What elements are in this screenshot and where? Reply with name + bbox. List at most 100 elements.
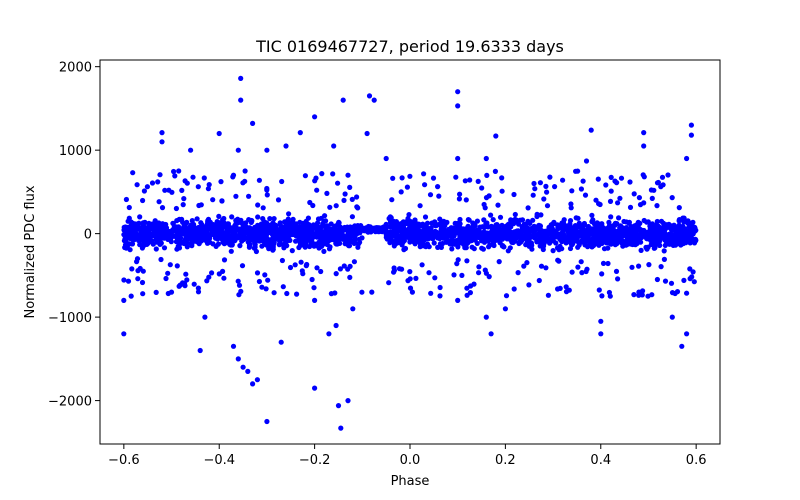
data-point <box>545 292 552 298</box>
data-point <box>173 205 179 212</box>
data-point <box>493 133 499 139</box>
data-point <box>479 185 485 191</box>
data-point <box>246 193 252 199</box>
y-tick-label: −1000 <box>48 311 92 326</box>
data-point <box>303 218 309 224</box>
data-point <box>228 248 234 254</box>
data-point <box>437 284 443 291</box>
data-point <box>422 214 429 220</box>
data-point <box>519 224 526 230</box>
data-point <box>537 236 543 243</box>
data-point <box>219 198 225 204</box>
data-point <box>355 205 361 211</box>
data-point <box>573 232 579 238</box>
data-point <box>264 220 270 226</box>
data-point <box>551 219 557 225</box>
data-point <box>245 368 251 374</box>
data-point <box>153 246 159 252</box>
data-point <box>250 120 256 126</box>
data-point <box>451 272 457 278</box>
data-point <box>489 224 495 230</box>
data-point <box>531 232 538 238</box>
data-point <box>508 217 514 223</box>
data-point <box>162 187 168 193</box>
data-point <box>580 178 586 184</box>
data-point <box>294 291 300 297</box>
data-point <box>271 290 277 296</box>
data-point <box>607 293 613 299</box>
data-point <box>608 214 614 220</box>
x-tick-label: 0.0 <box>400 453 421 468</box>
data-point <box>615 276 621 282</box>
data-point <box>228 236 234 242</box>
data-point <box>238 288 244 294</box>
data-point <box>514 217 520 223</box>
data-point <box>137 232 143 238</box>
data-point <box>635 219 641 225</box>
data-point <box>564 226 570 232</box>
data-point <box>281 235 287 241</box>
data-point <box>687 266 693 272</box>
data-point <box>212 233 219 239</box>
data-point <box>636 289 642 295</box>
data-point <box>421 171 427 177</box>
data-point <box>619 240 625 246</box>
data-point <box>161 228 167 234</box>
data-point <box>348 226 354 232</box>
data-point <box>626 219 633 225</box>
data-point <box>241 221 247 227</box>
data-point <box>251 228 257 234</box>
data-point <box>324 190 330 196</box>
data-point <box>662 233 668 239</box>
data-point <box>352 224 358 230</box>
data-point <box>435 184 441 190</box>
data-point <box>390 175 396 181</box>
data-point <box>137 242 143 248</box>
data-point <box>293 221 299 227</box>
data-point <box>121 232 127 238</box>
data-point <box>146 220 152 226</box>
data-point <box>457 191 463 197</box>
data-point <box>563 284 569 290</box>
data-point <box>277 238 283 244</box>
data-point <box>426 270 432 276</box>
data-point <box>490 217 496 223</box>
data-point <box>221 241 227 247</box>
data-point <box>497 240 503 246</box>
data-point <box>219 226 225 232</box>
data-point <box>661 248 667 254</box>
data-point <box>354 194 360 200</box>
data-point <box>267 216 273 222</box>
data-point <box>569 241 575 248</box>
data-point <box>216 130 222 137</box>
data-point <box>209 270 215 276</box>
data-point <box>185 231 191 237</box>
data-point <box>355 244 361 250</box>
x-tick-label: 0.4 <box>590 453 611 468</box>
data-point <box>265 277 271 283</box>
data-point <box>598 318 604 324</box>
data-point <box>684 155 690 162</box>
data-point <box>549 226 555 232</box>
data-point <box>634 233 640 239</box>
data-point <box>144 184 150 190</box>
data-point <box>595 230 601 236</box>
data-point <box>608 174 614 180</box>
data-point <box>271 216 277 222</box>
data-point <box>263 286 269 292</box>
data-point <box>637 202 644 208</box>
data-point <box>333 203 339 209</box>
data-point <box>689 235 695 241</box>
data-point <box>652 241 658 247</box>
data-point <box>261 232 267 239</box>
x-axis-ticks: −0.6 −0.4 −0.2 0.0 0.2 0.4 0.6 <box>108 444 706 468</box>
data-point <box>654 180 661 186</box>
data-point <box>167 262 173 268</box>
data-point <box>453 174 459 180</box>
data-point <box>287 237 293 243</box>
data-point <box>199 235 205 241</box>
data-point <box>189 218 195 224</box>
data-point <box>312 297 318 303</box>
data-point <box>420 237 427 243</box>
